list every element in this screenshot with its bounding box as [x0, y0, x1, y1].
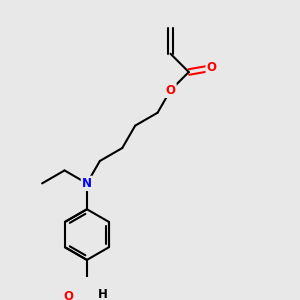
Text: O: O: [63, 290, 73, 300]
Text: O: O: [207, 61, 217, 74]
Text: O: O: [166, 84, 176, 97]
Text: H: H: [98, 288, 107, 300]
Text: N: N: [82, 177, 92, 190]
